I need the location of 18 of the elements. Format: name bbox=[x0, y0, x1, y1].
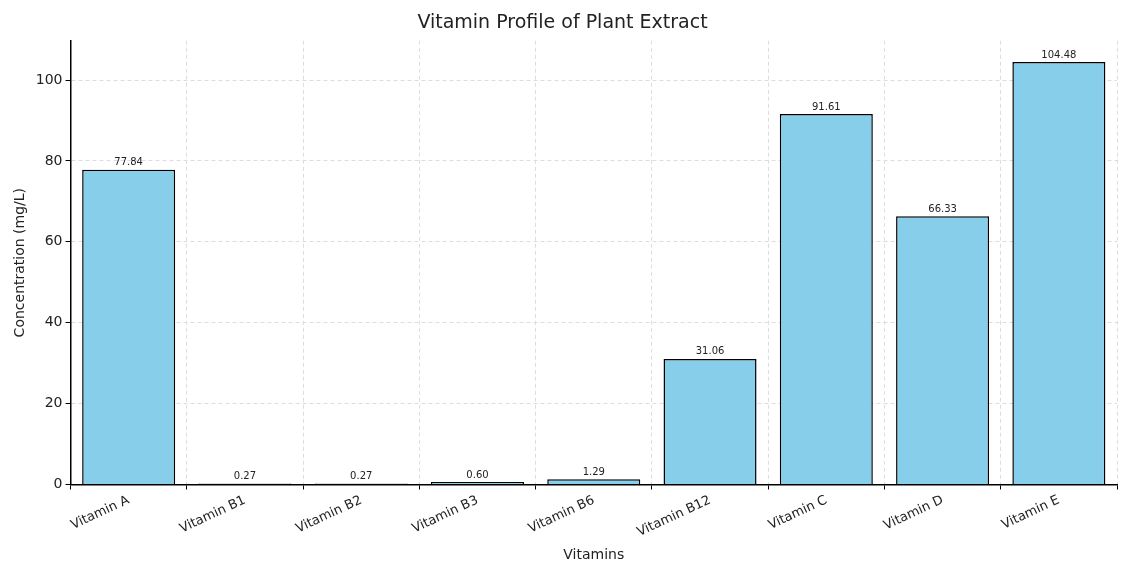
data-label: 104.48 bbox=[1041, 48, 1077, 60]
data-label: 1.29 bbox=[582, 465, 605, 477]
y-tick-label: 80 bbox=[44, 151, 63, 168]
x-axis-title: Vitamins bbox=[563, 546, 625, 563]
y-tick-label: 100 bbox=[35, 70, 63, 87]
data-label: 66.33 bbox=[928, 202, 957, 214]
y-tick-label: 0 bbox=[53, 475, 63, 492]
data-label: 91.61 bbox=[811, 100, 841, 112]
data-label: 0.27 bbox=[233, 470, 257, 482]
data-label: 0.27 bbox=[350, 470, 373, 482]
y-tick-label: 40 bbox=[44, 313, 63, 330]
y-axis-title: Concentration (mg/L) bbox=[11, 187, 28, 338]
chart-title: Vitamin Profile of Plant Extract bbox=[417, 10, 708, 33]
y-tick-label: 60 bbox=[44, 232, 63, 249]
data-label: 31.06 bbox=[695, 345, 725, 357]
data-label: 77.84 bbox=[114, 156, 143, 168]
y-tick-label: 20 bbox=[44, 394, 63, 411]
data-label: 0.60 bbox=[466, 468, 489, 480]
